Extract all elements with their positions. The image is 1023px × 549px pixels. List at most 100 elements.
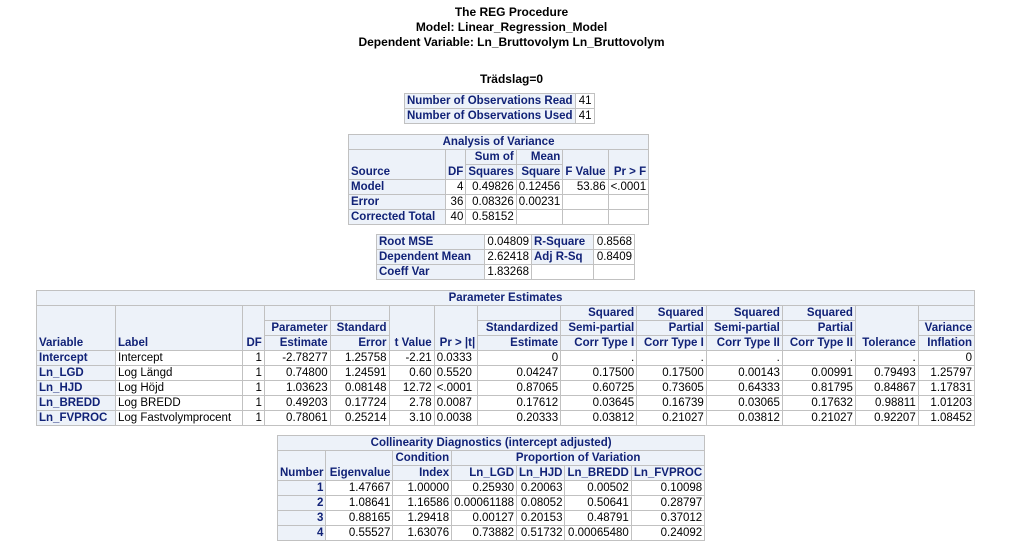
cell: 0.03645 — [560, 395, 638, 411]
table-row: Collinearity Diagnostics (intercept adju… — [276, 435, 706, 451]
col-header: Standard — [329, 320, 390, 336]
table-row: Ln_HJD Log Höjd 1 1.03623 0.08148 12.72 <.0001… — [36, 380, 976, 396]
cell: 1 — [242, 410, 265, 426]
row-header: 1 — [276, 480, 327, 496]
cell: 1.25758 — [329, 350, 390, 366]
cell: 0.20063 — [516, 480, 566, 496]
cell — [607, 194, 650, 210]
table-row: 4 0.55527 1.63076 0.73882 0.51732 0.00065480 0… — [276, 525, 706, 541]
col-header: Tolerance — [854, 305, 919, 351]
col-header: Corr Type II — [781, 335, 856, 351]
observations-table: Number of Observations Read 41 Number of… — [404, 93, 595, 124]
cell: 0.50641 — [564, 495, 632, 511]
cell: 1.17831 — [917, 380, 976, 396]
col-header: Variable — [36, 305, 116, 351]
table-row: Error 36 0.08326 0.00231 — [348, 194, 650, 210]
cell — [593, 264, 635, 280]
cell: 0.00065480 — [564, 525, 632, 541]
cell: 1 — [242, 395, 265, 411]
model-title: Model: Linear_Regression_Model — [415, 20, 608, 34]
cell: 0.49826 — [465, 179, 517, 195]
obs-used-value: 41 — [574, 108, 595, 124]
cell: 0.73605 — [636, 380, 707, 396]
col-header: Estimate — [477, 335, 562, 351]
cell — [562, 209, 609, 225]
table-row: Number of Observations Read 41 — [404, 93, 595, 109]
cell: 0.98811 — [854, 395, 919, 411]
cell: 1.16586 — [392, 495, 453, 511]
cell: 1.00000 — [392, 480, 453, 496]
col-header: Squared — [636, 305, 707, 321]
cell: 1.25797 — [917, 365, 976, 381]
cell: 0.0087 — [433, 395, 479, 411]
cell: 0.28797 — [630, 495, 706, 511]
col-header: Squared — [781, 305, 856, 321]
cell: Log Höjd — [115, 380, 243, 396]
cell: 0.74800 — [263, 365, 331, 381]
cell: 1.08452 — [917, 410, 976, 426]
cell: 0.00231 — [515, 194, 564, 210]
cell: 1.83268 — [484, 264, 532, 280]
cell: 0.24092 — [630, 525, 706, 541]
row-header: Root MSE — [376, 234, 485, 250]
cell: 36 — [444, 194, 467, 210]
col-header: Square — [515, 164, 564, 180]
col-header: Ln_HJD — [516, 465, 566, 481]
cell: <.0001 — [607, 179, 650, 195]
row-header: Error — [348, 194, 446, 210]
col-header: Ln_LGD — [451, 465, 518, 481]
cell: Intercept — [115, 350, 243, 366]
col-header: Semi-partial — [560, 320, 638, 336]
table-row: Ln_BREDD Log BREDD 1 0.49203 0.17724 2.78 0.00… — [36, 395, 976, 411]
cell: 0.55527 — [325, 525, 394, 541]
col-header — [477, 305, 562, 321]
cell: 0.00991 — [781, 365, 856, 381]
col-header: Variance — [917, 320, 976, 336]
cell: 0.8568 — [593, 234, 635, 250]
row-header: Ln_LGD — [36, 365, 116, 381]
table-row: Squares Square — [349, 164, 649, 180]
row-header: Corrected Total — [348, 209, 446, 225]
cell — [531, 264, 594, 280]
col-header: DF — [242, 305, 265, 351]
table-row: Corrected Total 40 0.58152 — [348, 209, 650, 225]
cell: 2.78 — [388, 395, 435, 411]
table-row: Dependent Mean 2.62418 Adj R-Sq 0.8409 — [376, 249, 635, 265]
cell: . — [636, 350, 707, 366]
cell: 1 — [242, 380, 265, 396]
col-group-header: Proportion of Variation — [451, 450, 706, 466]
row-header: Model — [348, 179, 446, 195]
row-header: Adj R-Sq — [531, 249, 594, 265]
col-header: Pr > F — [607, 149, 650, 180]
col-header: Semi-partial — [705, 320, 783, 336]
cell: 0.20153 — [516, 510, 566, 526]
cell: 4 — [444, 179, 467, 195]
cell: 0.25214 — [329, 410, 390, 426]
cell: 0.81795 — [781, 380, 856, 396]
collin-body: 1 1.47667 1.00000 0.25930 0.20063 0.00502 0.10… — [276, 480, 706, 541]
table-row: Ln_FVPROC Log Fastvolymprocent 1 0.78061 0.2… — [36, 410, 976, 426]
cell: . — [854, 350, 919, 366]
cell: 0.17500 — [636, 365, 707, 381]
col-header: Source — [348, 149, 446, 180]
col-header — [263, 305, 331, 321]
table-row: Model 4 0.49826 0.12456 53.86 <.0001 — [348, 179, 650, 195]
cell: 0.08148 — [329, 380, 390, 396]
cell — [515, 209, 564, 225]
cell: 0.88165 — [325, 510, 394, 526]
cell: 40 — [444, 209, 467, 225]
cell: 0.03065 — [705, 395, 783, 411]
cell: 0.12456 — [515, 179, 564, 195]
table-row: Coeff Var 1.83268 — [376, 264, 635, 280]
cell: 0.60725 — [560, 380, 638, 396]
table-row: Source DF Sum of Mean F Value Pr > F — [348, 149, 650, 180]
cell: 12.72 — [388, 380, 435, 396]
cell: . — [560, 350, 638, 366]
col-header: Ln_FVPROC — [630, 465, 706, 481]
col-header: Eigenvalue — [325, 450, 394, 481]
obs-read-value: 41 — [574, 93, 595, 109]
cell: 0.25930 — [451, 480, 518, 496]
cell: . — [781, 350, 856, 366]
cell: 0.48791 — [564, 510, 632, 526]
cell: Log BREDD — [115, 395, 243, 411]
